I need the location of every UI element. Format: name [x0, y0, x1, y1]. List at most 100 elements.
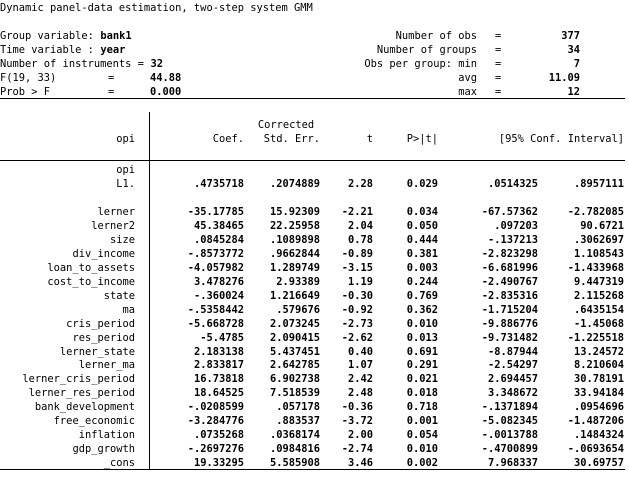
coef-value: 2.183138 [193, 345, 244, 358]
ci-high-value: 2.115268 [573, 289, 624, 302]
se-header: Std. Err. [263, 133, 320, 145]
ci-low-value: -2.490767 [481, 275, 538, 288]
header-right-value: 12 [567, 86, 580, 98]
t-value: 2.00 [347, 429, 373, 442]
se-value: 1.216649 [269, 289, 320, 302]
se-value: .579676 [276, 303, 320, 316]
ci-high-value: 1.108543 [573, 247, 624, 260]
ci-high-value: 30.78191 [573, 373, 624, 386]
p-value: 0.018 [406, 387, 438, 400]
header-left-value: 0.000 [150, 86, 182, 98]
coef-value: 19.33295 [193, 457, 244, 470]
ci-low-value: -9.731482 [481, 331, 538, 344]
se-value: .1089898 [269, 233, 320, 246]
t-header: t [366, 133, 373, 145]
p-value: 0.001 [406, 415, 438, 428]
bottom-rule [0, 469, 625, 470]
header-left-equals: = [108, 86, 115, 98]
ci-high-value: .0954696 [573, 401, 624, 414]
ci-low-value: -.137213 [487, 233, 538, 246]
header-right-label: Number of obs [395, 30, 477, 42]
t-value: 0.78 [347, 233, 373, 246]
variable-name: loan_to_assets [47, 261, 135, 274]
t-value: -3.72 [341, 415, 373, 428]
t-value: 3.46 [347, 457, 373, 470]
variable-name: lerner_ma [78, 359, 135, 372]
header-right-equals: = [495, 86, 502, 98]
se-value: .883537 [276, 415, 320, 428]
t-value: 2.48 [347, 387, 373, 400]
header-rule [0, 160, 625, 161]
header-right-label: Number of groups [376, 44, 477, 56]
header-left-value: year [100, 44, 126, 56]
t-value: -2.62 [341, 331, 373, 344]
dep-var-header: opi [116, 133, 135, 145]
ci-high-value: 9.447319 [573, 275, 624, 288]
t-value: 2.04 [347, 219, 373, 232]
variable-name: lerner_res_period [28, 387, 135, 400]
coef-value: .0845284 [193, 233, 244, 246]
ci-low-value: -9.886776 [481, 317, 538, 330]
coef-value: 18.64525 [193, 387, 244, 400]
se-value: 5.437451 [269, 345, 320, 358]
variable-name: lerner_cris_period [22, 373, 135, 386]
p-value: 0.054 [406, 429, 438, 442]
header-left-label: Time variable : [0, 44, 101, 56]
header-left-label: Prob > F [0, 86, 51, 98]
header-right-value: 377 [561, 30, 580, 42]
header-left-equals: = [108, 72, 115, 84]
header-right-label: max [458, 86, 477, 98]
t-value: 0.40 [347, 345, 373, 358]
column-headers-top: Corrected [0, 118, 626, 132]
t-value: -0.92 [341, 303, 373, 316]
ci-high-value: 8.210604 [573, 359, 624, 372]
variable-name: gdp_growth [72, 443, 135, 456]
ci-low-value: -.4700899 [481, 443, 538, 456]
p-value: 0.034 [406, 206, 438, 218]
variable-name: _cons [103, 457, 135, 470]
t-value: 2.28 [347, 178, 373, 190]
top-rule [0, 98, 625, 99]
ci-low-value: -5.082345 [481, 415, 538, 428]
header-right-equals: = [495, 30, 502, 42]
t-value: -3.15 [341, 261, 373, 274]
p-value: 0.013 [406, 331, 438, 344]
header-right-equals: = [495, 72, 502, 84]
p-header: P>|t| [406, 133, 438, 145]
p-value: 0.291 [406, 359, 438, 372]
t-value: -0.30 [341, 289, 373, 302]
t-value: -0.36 [341, 401, 373, 414]
se-value: .0368174 [269, 429, 320, 442]
coef-header: Coef. [212, 133, 244, 145]
se-value: 5.585908 [269, 457, 320, 470]
ci-high-value: 13.24572 [573, 345, 624, 358]
t-value: -0.89 [341, 247, 373, 260]
variable-name: lerner [97, 206, 135, 218]
se-value: 7.518539 [269, 387, 320, 400]
ci-high-value: .3062697 [573, 233, 624, 246]
variable-name: lerner_state [59, 345, 135, 358]
variable-name: bank_development [34, 401, 135, 414]
coef-value: -5.4785 [200, 331, 244, 344]
coef-value: -5.668728 [187, 317, 244, 330]
header-right-label: Obs per group: min [364, 58, 477, 70]
variable-name: L1. [116, 178, 135, 190]
ci-high-value: -1.45068 [573, 317, 624, 330]
header-left-label: Group variable: [0, 30, 101, 42]
t-value: -2.74 [341, 443, 373, 456]
estimation-title: Dynamic panel-data estimation, two-step … [0, 2, 313, 14]
ci-low-value: -8.87944 [487, 345, 538, 358]
header-left-label: Number of instruments = [0, 58, 151, 70]
ci-high-value: 30.69757 [573, 457, 624, 470]
p-value: 0.002 [406, 457, 438, 470]
t-value: 2.42 [347, 373, 373, 386]
coef-value: -.0208599 [187, 401, 244, 414]
se-value: 22.25958 [269, 219, 320, 232]
se-value: .0984816 [269, 443, 320, 456]
ci-high-value: -1.225518 [567, 331, 624, 344]
ci-high-value: -1.433968 [567, 261, 624, 274]
variable-name: free_economic [53, 415, 135, 428]
coef-value: -3.284776 [187, 415, 244, 428]
ci-high-value: -.0693654 [567, 443, 624, 456]
ci-high-value: .6435154 [573, 303, 624, 316]
